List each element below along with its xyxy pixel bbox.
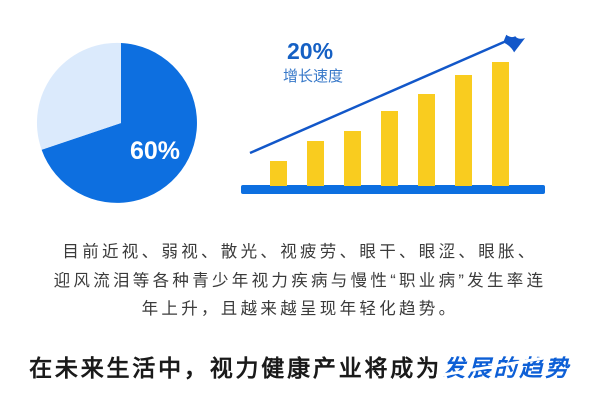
svg-text:20%: 20%	[287, 38, 333, 64]
svg-text:60%: 60%	[130, 137, 180, 165]
svg-text:增长速度: 增长速度	[283, 68, 343, 85]
